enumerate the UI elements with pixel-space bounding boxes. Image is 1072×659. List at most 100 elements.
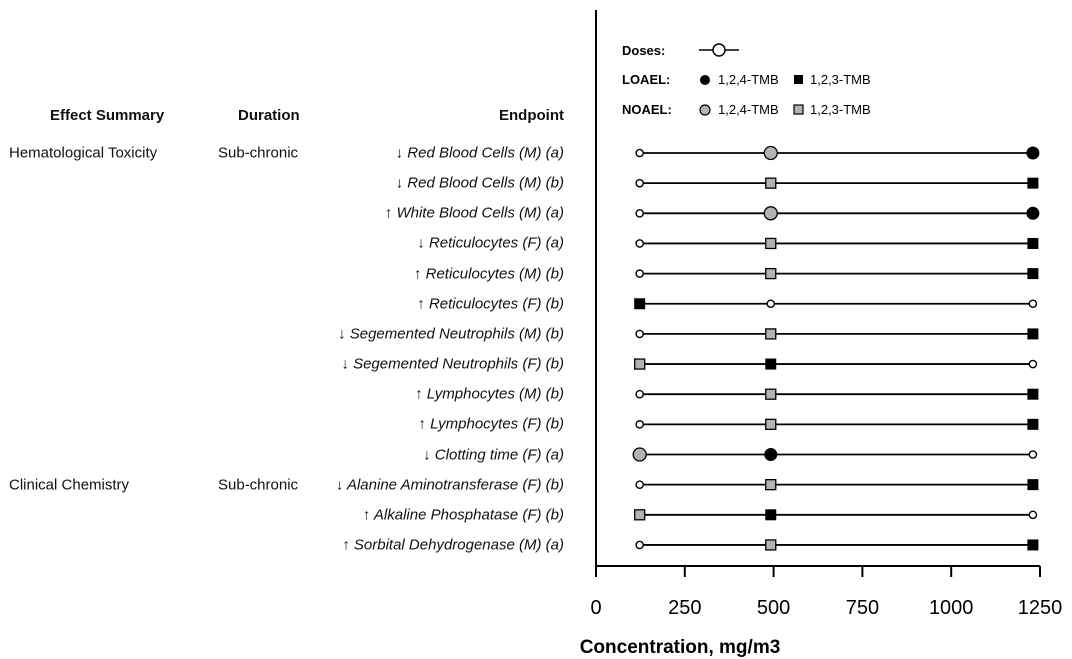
- chart-row: [632, 447, 1038, 462]
- legend-loael-124-text: 1,2,4-TMB: [718, 72, 779, 87]
- x-tick-label: 1000: [929, 597, 974, 619]
- endpoint-label: ↓ Reticulocytes (F) (a): [417, 234, 564, 252]
- endpoint-label: ↓ Red Blood Cells (M) (b): [395, 174, 564, 192]
- loael-marker: [1027, 268, 1039, 280]
- legend-noael-label: NOAEL:: [622, 102, 672, 117]
- loael-marker: [1027, 418, 1039, 430]
- header-effect-summary: Effect Summary: [50, 107, 165, 124]
- dose-marker: [635, 269, 644, 278]
- chart-row: [635, 267, 1039, 280]
- dose-marker: [635, 178, 644, 188]
- loael-marker: [1027, 539, 1039, 551]
- dose-marker: [1028, 299, 1038, 309]
- chart-row: [635, 418, 1039, 431]
- endpoint-label: ↓ Alanine Aminotransferase (F) (b): [335, 476, 564, 494]
- legend-loael-123-text: 1,2,3-TMB: [810, 72, 871, 87]
- chart-axes: 0 250 500 750 1000 1250 Concentration, mg/m3: [580, 10, 1063, 658]
- noael-marker: [634, 509, 646, 521]
- noael-marker: [765, 418, 777, 431]
- noael-marker: [765, 237, 777, 250]
- chart-row: [635, 145, 1040, 161]
- loael-marker: [1027, 328, 1039, 340]
- endpoint-label: ↑ Sorbital Dehydrogenase (M) (a): [342, 536, 564, 554]
- duration-label: Sub-chronic: [218, 476, 299, 494]
- x-tick-label: 750: [846, 597, 879, 619]
- endpoint-label: ↑ Lymphocytes (M) (b): [415, 385, 564, 403]
- x-tick-label: 250: [668, 597, 701, 619]
- chart-legend: Doses: LOAEL: 1,2,4-TMB 1,2,3-TMB NOAEL:…: [622, 43, 871, 117]
- noael-marker: [765, 328, 777, 340]
- dose-marker: [635, 239, 644, 248]
- endpoint-label: ↑ White Blood Cells (M) (a): [384, 204, 564, 222]
- endpoint-label: ↓ Segemented Neutrophils (F) (b): [341, 355, 564, 373]
- noael-marker: [763, 145, 778, 161]
- x-tick-label: 500: [757, 597, 790, 619]
- noael-marker: [765, 177, 777, 189]
- chart-row: [634, 509, 1038, 521]
- effect-summary-label: Hematological Toxicity: [9, 144, 158, 162]
- loael-marker: [1026, 146, 1040, 160]
- duration-label: Sub-chronic: [218, 144, 299, 162]
- legend-noael-124-text: 1,2,4-TMB: [718, 102, 779, 117]
- legend-noael-124-icon: [699, 104, 711, 116]
- dose-marker: [1028, 510, 1038, 520]
- chart-row: [634, 358, 1038, 370]
- chart-row: [635, 478, 1039, 491]
- loael-marker: [765, 509, 777, 521]
- dose-marker: [635, 480, 644, 489]
- endpoint-label: ↓ Clotting time (F) (a): [423, 446, 564, 463]
- dose-marker: [766, 299, 776, 309]
- legend-noael-123-text: 1,2,3-TMB: [810, 102, 871, 117]
- effect-summary-label: Clinical Chemistry: [9, 476, 130, 494]
- dose-marker: [1028, 450, 1038, 459]
- dose-marker: [1028, 359, 1038, 369]
- endpoint-label: ↑ Lymphocytes (F) (b): [418, 415, 564, 433]
- endpoint-label: ↓ Red Blood Cells (M) (a): [395, 144, 564, 162]
- chart-row: [635, 539, 1039, 551]
- chart-row: [635, 206, 1040, 221]
- noael-marker: [765, 388, 777, 400]
- chart-row: [635, 328, 1039, 340]
- noael-marker: [765, 267, 777, 280]
- legend-loael-123-icon: [794, 75, 803, 84]
- dose-marker: [635, 420, 644, 429]
- endpoint-label: ↑ Alkaline Phosphatase (F) (b): [362, 506, 564, 524]
- legend-doses-icon: [712, 43, 726, 57]
- endpoint-label: ↓ Segemented Neutrophils (M) (b): [338, 325, 564, 343]
- legend-noael-123-icon: [793, 104, 804, 115]
- dose-marker: [635, 148, 644, 158]
- noael-marker: [765, 478, 777, 491]
- header-endpoint: Endpoint: [499, 107, 564, 124]
- dose-marker: [635, 540, 644, 550]
- endpoint-label: ↑ Reticulocytes (F) (b): [417, 295, 564, 313]
- chart-row: [635, 237, 1039, 250]
- x-tick-label: 0: [590, 597, 601, 619]
- noael-marker: [763, 206, 778, 221]
- chart-rows: [632, 145, 1040, 551]
- endpoint-label: ↑ Reticulocytes (M) (b): [413, 265, 564, 283]
- dose-marker: [635, 389, 644, 399]
- loael-marker: [1027, 388, 1039, 400]
- chart-row: [635, 388, 1039, 400]
- loael-marker: [1027, 177, 1039, 189]
- loael-marker: [764, 448, 778, 461]
- legend-loael-124-icon: [700, 75, 710, 85]
- noael-marker: [632, 447, 647, 462]
- loael-marker: [1026, 206, 1040, 220]
- dose-marker: [635, 329, 644, 339]
- x-axis-title: Concentration, mg/m3: [580, 637, 781, 658]
- x-tick-label: 1250: [1018, 597, 1063, 619]
- noael-marker: [634, 358, 646, 370]
- dose-marker: [635, 208, 644, 218]
- loael-marker: [634, 298, 646, 310]
- header-duration: Duration: [238, 107, 300, 124]
- legend-loael-label: LOAEL:: [622, 72, 670, 87]
- noael-marker: [765, 539, 777, 551]
- legend-doses-label: Doses:: [622, 43, 665, 58]
- loael-marker: [765, 358, 777, 370]
- loael-marker: [1027, 479, 1039, 491]
- loael-marker: [1027, 237, 1039, 249]
- chart-row: [635, 177, 1039, 189]
- chart-row: [634, 298, 1038, 310]
